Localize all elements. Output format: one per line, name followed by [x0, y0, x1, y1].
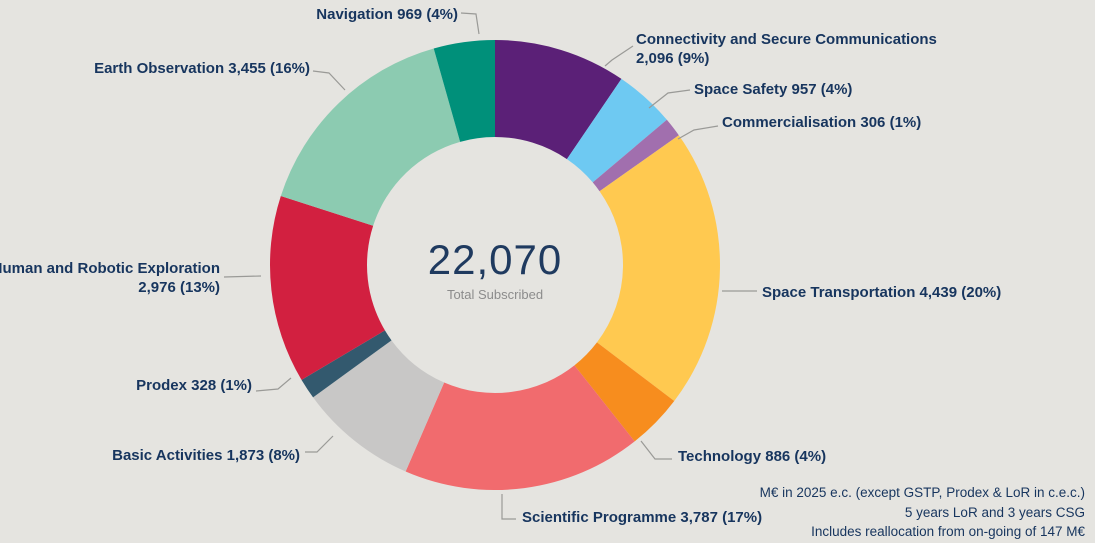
footnote-line: Includes reallocation from on-going of 1…: [811, 524, 1085, 539]
footnote-line: M€ in 2025 e.c. (except GSTP, Prodex & L…: [759, 485, 1085, 500]
label-line: 2,976 (13%): [138, 279, 220, 296]
label-line: Technology 886 (4%): [678, 448, 827, 465]
slice-technology[interactable]: [574, 342, 675, 442]
label-line: 2,096 (9%): [636, 50, 710, 67]
leader-line-connectivity-and-secure-communications: [604, 45, 634, 67]
label-line: Navigation 969 (4%): [316, 6, 458, 23]
slice-space-transportation[interactable]: [596, 135, 720, 401]
leader-line-commercialisation: [677, 125, 719, 140]
slice-navigation[interactable]: [433, 40, 495, 142]
label-line: Connectivity and Secure Communications: [636, 31, 937, 48]
slice-commercialisation[interactable]: [592, 119, 679, 192]
slice-human-and-robotic-exploration[interactable]: [270, 196, 385, 380]
label-earth-observation: Earth Observation 3,455 (16%): [94, 59, 310, 78]
slice-basic-activities[interactable]: [313, 340, 445, 472]
label-line: Earth Observation 3,455 (16%): [94, 60, 310, 77]
label-line: Commercialisation 306 (1%): [722, 114, 922, 131]
label-technology: Technology 886 (4%): [678, 447, 826, 466]
label-line: Space Transportation 4,439 (20%): [762, 284, 1002, 301]
label-connectivity-and-secure-communications: Connectivity and Secure Communications 2…: [636, 30, 937, 68]
label-navigation: Navigation 969 (4%): [316, 5, 458, 24]
slice-space-safety[interactable]: [566, 78, 667, 183]
slice-scientific-programme[interactable]: [405, 365, 635, 491]
leader-line-technology: [640, 440, 672, 460]
leader-line-scientific-programme: [501, 494, 516, 520]
leader-line-prodex: [255, 377, 292, 392]
label-prodex: Prodex 328 (1%): [136, 376, 252, 395]
leader-line-space-safety: [648, 89, 691, 109]
slice-prodex[interactable]: [301, 330, 392, 398]
total-subscribed-caption: Total Subscribed: [446, 287, 544, 302]
total-subscribed-value: 22,070: [427, 236, 563, 283]
footnote-line: 5 years LoR and 3 years CSG: [904, 504, 1085, 520]
slice-connectivity-and-secure-communications[interactable]: [495, 40, 622, 160]
label-human-and-robotic-exploration: Human and Robotic Exploration 2,976 (13%…: [0, 259, 220, 297]
donut-center: 22,070 Total Subscribed: [345, 236, 645, 303]
leader-line-human-and-robotic-exploration: [223, 275, 262, 278]
leader-line-navigation: [460, 12, 480, 35]
leader-line-earth-observation: [312, 70, 346, 91]
label-line: Scientific Programme 3,787 (17%): [522, 509, 763, 526]
label-line: Basic Activities 1,873 (8%): [112, 447, 300, 464]
slice-earth-observation[interactable]: [280, 48, 461, 226]
label-commercialisation: Commercialisation 306 (1%): [722, 113, 921, 132]
footnotes: M€ in 2025 e.c. (except GSTP, Prodex & L…: [760, 483, 1085, 542]
label-scientific-programme: Scientific Programme 3,787 (17%): [522, 508, 762, 527]
label-line: Prodex 328 (1%): [136, 377, 252, 394]
label-basic-activities: Basic Activities 1,873 (8%): [112, 446, 300, 465]
label-space-transportation: Space Transportation 4,439 (20%): [762, 283, 1001, 302]
leader-line-basic-activities: [305, 435, 334, 453]
label-line: Human and Robotic Exploration: [0, 260, 220, 277]
label-space-safety: Space Safety 957 (4%): [694, 80, 852, 99]
label-line: Space Safety 957 (4%): [694, 81, 853, 98]
